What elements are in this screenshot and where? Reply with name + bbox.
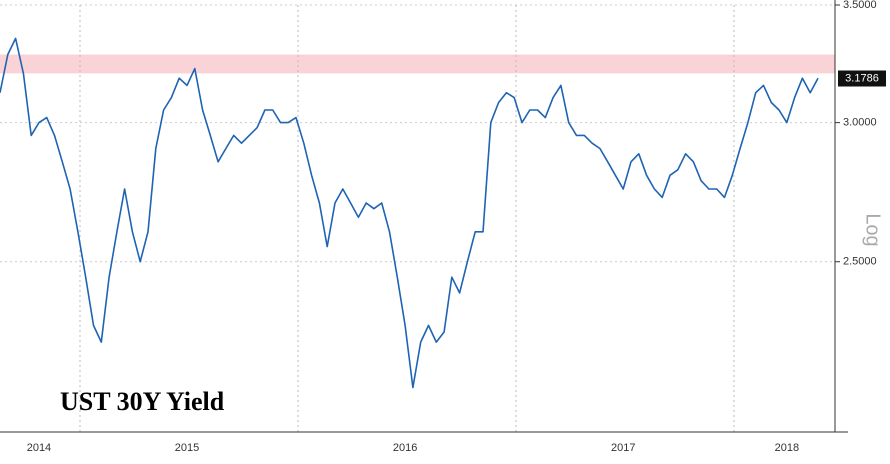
y-tick-label: 2.5000 [843,256,877,268]
x-tick-label: 2018 [775,442,799,454]
year-separators [79,5,735,432]
x-tick-label: 2016 [393,442,417,454]
y-axis-label: Log [862,213,884,246]
last-value-label: 3.1786 [845,72,879,84]
x-tick-label: 2014 [27,442,51,454]
y-tick-label: 3.5000 [843,0,877,11]
y-tick-label: 3.0000 [843,117,877,129]
chart-title: UST 30Y Yield [60,387,225,416]
last-value-box [838,70,886,87]
x-tick-label: 2017 [611,442,635,454]
x-tick-label: 2015 [175,442,199,454]
highlight-band [0,54,835,74]
line-series [0,37,819,389]
